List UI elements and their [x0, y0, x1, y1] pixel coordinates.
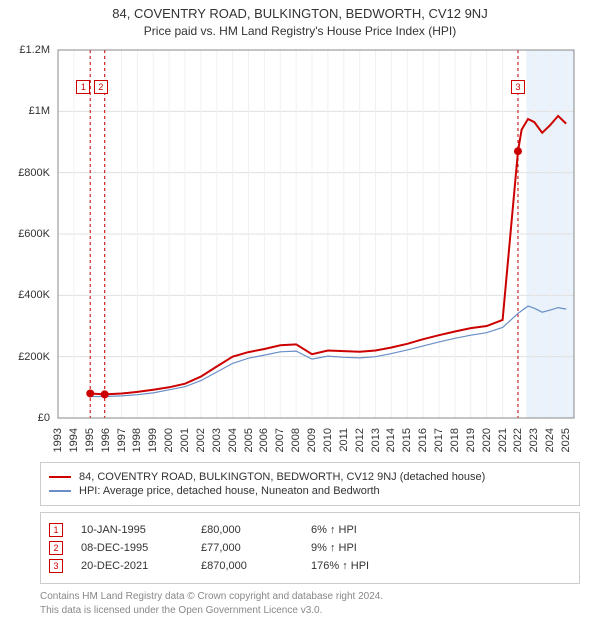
- x-axis-label: 1998: [131, 428, 143, 452]
- x-axis-label: 2020: [481, 428, 493, 452]
- y-axis-label: £1M: [29, 105, 50, 117]
- titles: 84, COVENTRY ROAD, BULKINGTON, BEDWORTH,…: [0, 0, 600, 40]
- x-axis-label: 2024: [544, 428, 556, 452]
- x-axis-label: 2002: [195, 428, 207, 452]
- x-axis-label: 2005: [243, 428, 255, 452]
- x-axis-label: 2000: [163, 428, 175, 452]
- x-axis-label: 2004: [227, 428, 239, 452]
- datapoint-date: 20-DEC-2021: [81, 560, 201, 572]
- legend-label: 84, COVENTRY ROAD, BULKINGTON, BEDWORTH,…: [79, 471, 485, 483]
- datapoint-pct: 176% ↑ HPI: [311, 560, 369, 572]
- y-axis-label: £800K: [18, 167, 50, 179]
- datapoint-row: 2 08-DEC-1995£77,0009% ↑ HPI: [49, 541, 571, 555]
- x-axis-label: 2015: [401, 428, 413, 452]
- x-axis-label: 2009: [306, 428, 318, 452]
- legend-swatch: [49, 476, 71, 478]
- legend-swatch: [49, 490, 71, 491]
- x-axis-label: 1999: [147, 428, 159, 452]
- y-axis-label: £600K: [18, 228, 50, 240]
- y-axis-label: £1.2M: [19, 44, 50, 56]
- datapoint-row: 3 20-DEC-2021£870,000176% ↑ HPI: [49, 559, 571, 573]
- footer: Contains HM Land Registry data © Crown c…: [40, 590, 580, 617]
- y-axis-label: £400K: [18, 289, 50, 301]
- chart-subtitle: Price paid vs. HM Land Registry's House …: [10, 24, 590, 38]
- chart-title: 84, COVENTRY ROAD, BULKINGTON, BEDWORTH,…: [10, 6, 590, 21]
- y-axis-label: £200K: [18, 351, 50, 363]
- x-axis-label: 2022: [512, 428, 524, 452]
- x-axis-label: 2010: [322, 428, 334, 452]
- datapoint-date: 08-DEC-1995: [81, 542, 201, 554]
- legend: 84, COVENTRY ROAD, BULKINGTON, BEDWORTH,…: [40, 462, 580, 506]
- x-axis-label: 2006: [258, 428, 270, 452]
- x-axis-label: 2018: [449, 428, 461, 452]
- chart-container: 84, COVENTRY ROAD, BULKINGTON, BEDWORTH,…: [0, 0, 600, 590]
- datapoint-price: £77,000: [201, 542, 311, 554]
- x-axis-label: 2001: [179, 428, 191, 452]
- datapoint-date: 10-JAN-1995: [81, 524, 201, 536]
- x-axis-label: 2008: [290, 428, 302, 452]
- x-axis-label: 2023: [528, 428, 540, 452]
- x-axis-label: 2012: [354, 428, 366, 452]
- x-axis-label: 2013: [370, 428, 382, 452]
- x-axis-label: 2016: [417, 428, 429, 452]
- chart-plot: £0£200K£400K£600K£800K£1M£1.2M 199319941…: [20, 44, 580, 424]
- x-axis-label: 2003: [211, 428, 223, 452]
- legend-item: 84, COVENTRY ROAD, BULKINGTON, BEDWORTH,…: [49, 471, 571, 483]
- datapoints-table: 1 10-JAN-1995£80,0006% ↑ HPI 2 08-DEC-1995£…: [40, 512, 580, 584]
- datapoint-pct: 9% ↑ HPI: [311, 542, 357, 554]
- footer-line-1: Contains HM Land Registry data © Crown c…: [40, 590, 580, 604]
- datapoint-marker: 2: [49, 541, 63, 555]
- legend-item: HPI: Average price, detached house, Nune…: [49, 485, 571, 497]
- x-axis-label: 2025: [560, 428, 572, 452]
- x-axis-label: 2017: [433, 428, 445, 452]
- datapoint-price: £80,000: [201, 524, 311, 536]
- x-axis-label: 1995: [84, 428, 96, 452]
- datapoint-row: 1 10-JAN-1995£80,0006% ↑ HPI: [49, 523, 571, 537]
- datapoint-marker: 3: [49, 559, 63, 573]
- sale-marker: 3: [511, 80, 525, 94]
- datapoint-pct: 6% ↑ HPI: [311, 524, 357, 536]
- x-axis-label: 2019: [465, 428, 477, 452]
- sale-marker: 1: [76, 80, 90, 94]
- x-axis-label: 2014: [385, 428, 397, 452]
- datapoint-marker: 1: [49, 523, 63, 537]
- x-axis-label: 1997: [116, 428, 128, 452]
- legend-label: HPI: Average price, detached house, Nune…: [79, 485, 380, 497]
- x-axis-label: 1994: [68, 428, 80, 452]
- x-axis-label: 1993: [52, 428, 64, 452]
- x-axis-label: 2021: [497, 428, 509, 452]
- x-axis-label: 2007: [274, 428, 286, 452]
- footer-line-2: This data is licensed under the Open Gov…: [40, 604, 580, 617]
- sale-marker: 2: [94, 80, 108, 94]
- y-axis-label: £0: [38, 412, 50, 424]
- chart-svg: [20, 44, 580, 424]
- x-axis-label: 1996: [100, 428, 112, 452]
- x-axis-label: 2011: [338, 428, 350, 452]
- datapoint-price: £870,000: [201, 560, 311, 572]
